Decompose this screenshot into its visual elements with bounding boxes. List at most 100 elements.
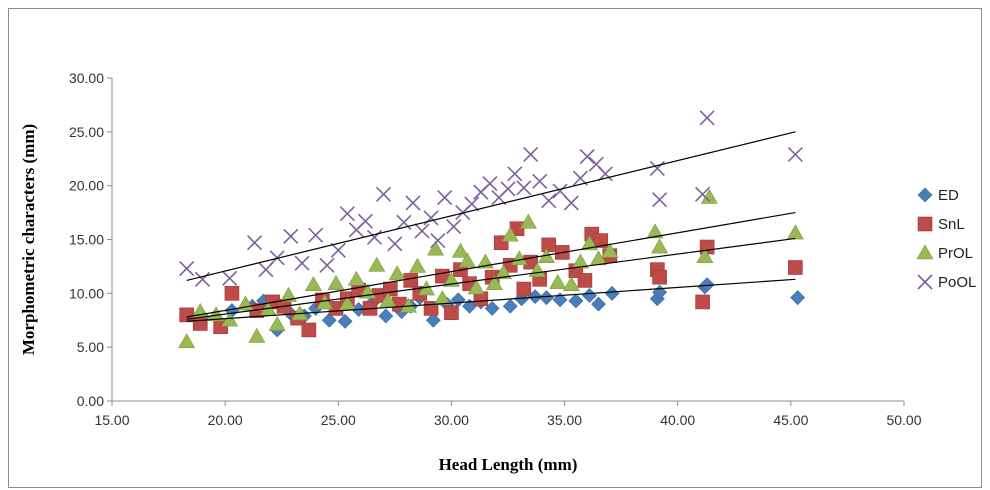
data-point-ed [378, 308, 394, 324]
x-tick-label: 25.00 [321, 412, 356, 428]
data-point-prol [651, 238, 669, 254]
y-tick-label: 20.00 [69, 178, 104, 194]
data-point-ed [539, 290, 554, 306]
data-point-pool [375, 186, 392, 202]
data-point-pool [464, 196, 480, 212]
data-point-prol [408, 257, 427, 273]
data-point-prol [494, 264, 512, 280]
x-axis-title: Head Length (mm) [439, 455, 578, 474]
legend-marker-pool [917, 274, 933, 290]
x-tick-label: 35.00 [547, 412, 582, 428]
data-point-prol [442, 271, 460, 287]
data-point-prol [304, 276, 322, 292]
trendline-ed [186, 278, 796, 322]
data-point-prol [433, 290, 451, 306]
data-point-ed [568, 293, 584, 309]
data-point-prol [696, 248, 714, 264]
legend-item-ed: ED [917, 187, 959, 204]
y-tick-label: 5.00 [77, 339, 104, 355]
data-point-prol [646, 223, 664, 239]
data-point-pool [430, 233, 446, 249]
data-point-pool [652, 192, 668, 208]
scatter-chart: 15.00 20.00 25.00 30.00 35.00 40.00 45.00 50.00… [19, 70, 976, 474]
legend-item-pool: PoOL [917, 274, 976, 291]
x-tick-labels: 15.00 20.00 25.00 30.00 35.00 40.00 45.00 50.00 [94, 412, 921, 428]
x-tick-label: 45.00 [773, 412, 808, 428]
data-point-snl [699, 239, 715, 255]
data-point-ed [484, 300, 500, 316]
data-point-snl [541, 237, 557, 253]
data-point-ed [790, 290, 806, 306]
data-point-prol [347, 270, 365, 286]
data-point-prol [427, 240, 445, 256]
data-point-pool [405, 195, 421, 211]
y-axis-title: Morphometric characters (mm) [19, 124, 38, 355]
data-point-pool [563, 195, 579, 211]
data-point-prol [388, 265, 406, 281]
data-points [178, 110, 806, 349]
data-point-pool [516, 180, 532, 196]
data-point-pool [532, 173, 548, 189]
trendline-prol [186, 237, 796, 320]
data-point-prol [501, 226, 519, 242]
data-point-ed [321, 312, 337, 328]
data-point-pool [387, 236, 403, 252]
data-point-pool [523, 146, 539, 163]
x-tick-label: 50.00 [886, 412, 921, 428]
data-point-prol [601, 242, 619, 258]
data-point-pool [579, 149, 595, 165]
data-point-prol [510, 250, 528, 266]
trendlines [186, 131, 796, 322]
data-point-snl [695, 294, 710, 310]
data-point-pool [507, 166, 523, 182]
data-point-pool [482, 175, 498, 192]
data-point-prol [316, 294, 334, 310]
legend-label: PoOL [938, 274, 976, 291]
data-point-ed [604, 285, 620, 301]
data-point-pool [500, 181, 516, 197]
data-point-pool [597, 166, 613, 182]
data-point-pool [246, 235, 263, 251]
legend-label: ED [938, 187, 959, 204]
data-point-pool [339, 206, 355, 222]
y-tick-label: 10.00 [69, 285, 104, 301]
data-point-snl [383, 281, 398, 297]
data-point-prol [467, 279, 485, 295]
data-point-prol [458, 252, 476, 268]
data-point-snl [652, 269, 667, 285]
data-point-pool [294, 255, 310, 271]
data-point-prol [786, 224, 804, 240]
data-point-prol [485, 275, 503, 290]
data-point-pool [699, 110, 715, 126]
x-tick-label: 30.00 [434, 412, 469, 428]
y-tick-label: 30.00 [69, 70, 104, 86]
legend-marker-prol [916, 244, 934, 260]
data-point-pool [414, 223, 430, 239]
chart-frame: 15.00 20.00 25.00 30.00 35.00 40.00 45.00 50.00… [8, 8, 982, 488]
data-point-prol [327, 275, 345, 290]
data-point-ed [591, 296, 606, 312]
data-point-prol [549, 273, 567, 289]
data-point-prol [562, 276, 580, 292]
data-point-ed [502, 298, 518, 314]
data-point-snl [224, 286, 240, 301]
y-tick-label: 15.00 [69, 232, 104, 248]
data-point-snl [788, 260, 803, 275]
data-point-pool [366, 229, 383, 245]
x-tick-label: 40.00 [660, 412, 695, 428]
data-point-snl [444, 305, 459, 321]
data-point-pool [283, 228, 299, 244]
data-point-snl [593, 233, 609, 248]
data-point-snl [577, 273, 593, 288]
data-point-pool [194, 271, 211, 287]
data-point-prol [451, 242, 469, 258]
trendline-pool [186, 131, 796, 281]
data-point-prol [580, 235, 598, 251]
y-tick-label: 0.00 [77, 393, 104, 409]
data-point-ed [699, 277, 715, 293]
data-point-snl [403, 273, 418, 288]
data-point-pool [446, 219, 462, 235]
x-tick-label: 20.00 [208, 412, 243, 428]
data-point-pool [423, 210, 439, 226]
data-point-pool [179, 261, 195, 277]
